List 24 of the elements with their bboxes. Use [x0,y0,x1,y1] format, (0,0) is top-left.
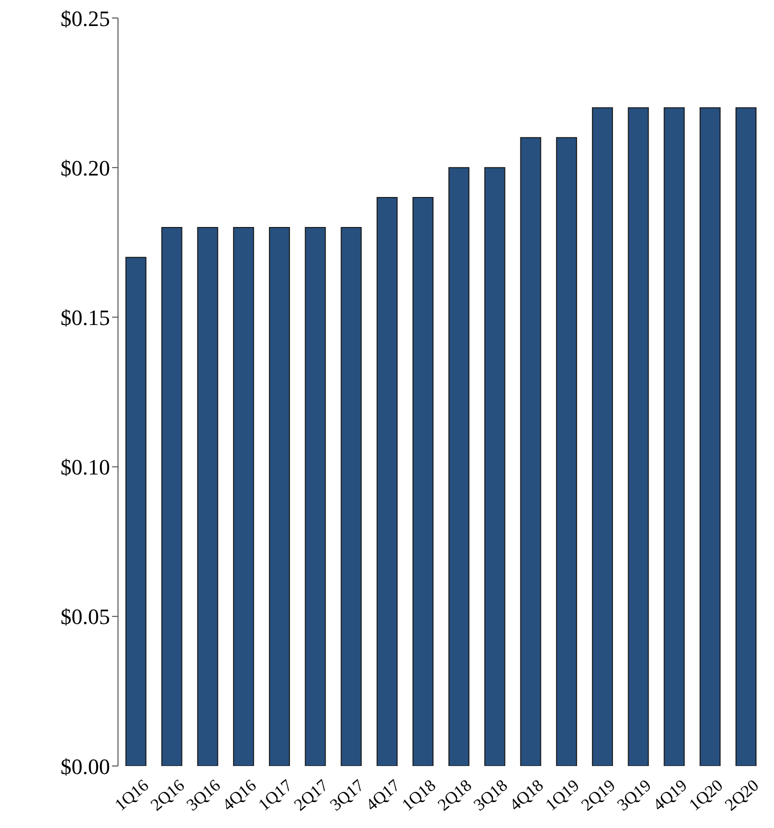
bar [592,107,613,766]
y-tick-label: $0.15 [60,305,110,330]
y-tick-label: $0.25 [60,6,110,31]
bar [664,107,685,766]
bar [556,137,578,766]
y-tick-label: $0.20 [60,155,110,180]
bar [412,197,434,766]
bar [736,107,757,766]
bar [448,167,470,766]
bar [233,226,254,766]
bar [628,107,649,766]
bar [700,107,721,766]
bar [161,226,182,766]
bar [125,256,146,766]
bar [376,197,398,766]
y-tick-label: $0.10 [60,454,110,480]
bar [304,226,326,766]
y-tick-label: $0.00 [60,754,110,779]
bar [520,137,542,766]
bar [340,226,362,766]
y-tick-label: $0.05 [60,604,110,630]
bar [197,226,218,766]
bar [484,167,506,766]
bar [268,226,290,766]
